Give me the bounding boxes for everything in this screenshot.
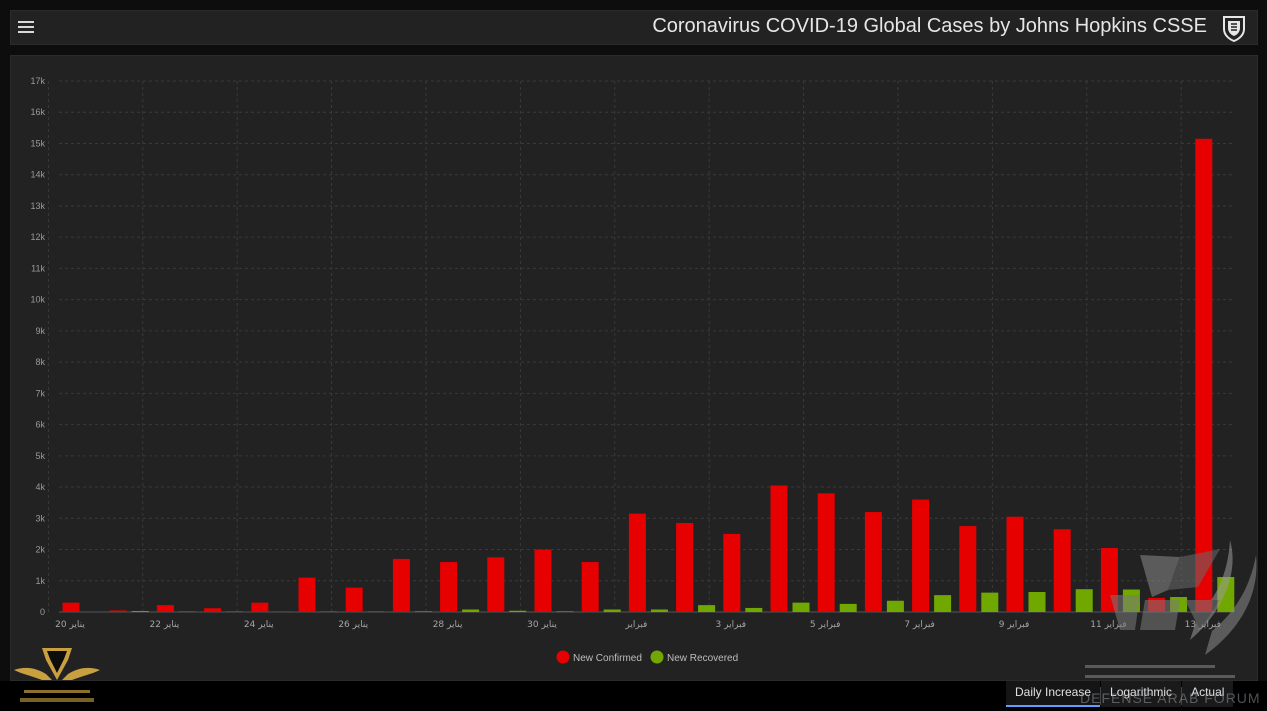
bar-recovered [462,609,480,612]
bar-confirmed [1053,529,1071,612]
bar-recovered [556,611,574,612]
bar-confirmed [1148,597,1166,612]
x-tick-label: 7 فبراير [904,620,935,630]
y-tick-label: 3k [35,513,45,523]
gridlines [47,80,1233,613]
bar-recovered [1170,597,1188,612]
y-tick-label: 4k [35,482,45,492]
y-tick-label: 12k [30,232,45,242]
y-tick-label: 13k [30,201,45,211]
chart-legend: New Confirmed New Recovered [556,650,738,664]
legend-swatch [556,650,570,664]
x-tick-label: 26 يناير [338,620,368,630]
bar-confirmed [723,533,741,612]
y-tick-label: 9k [35,326,45,336]
bar-confirmed [676,522,694,612]
bar-confirmed [628,513,646,612]
bar-confirmed [487,557,505,612]
bar-confirmed [392,558,410,612]
bar-confirmed [534,549,552,612]
tab-logarithmic[interactable]: Logarithmic [1101,681,1182,707]
y-tick-label: 10k [30,295,45,305]
bar-recovered [1075,589,1093,612]
y-tick-label: 2k [35,545,45,555]
x-tick-label: 11 فبراير [1090,620,1126,630]
x-tick-label: 20 يناير [55,620,85,630]
legend-swatch [650,650,664,664]
tab-divider [1181,687,1183,705]
y-tick-label: 6k [35,420,45,430]
x-tick-label: 9 فبراير [999,620,1030,630]
daily-increase-chart: 0 1k 2k 3k 4k 5k 6k 7k 8k 9k 10k 11k 12k 13k 14k 15k 16k… [30,76,1235,664]
bar-confirmed [770,485,788,612]
legend-label: New Confirmed [573,653,642,664]
bar-confirmed [440,562,458,612]
x-tick-label: 22 يناير [150,620,180,630]
bar-recovered [698,605,716,612]
legend-label: New Recovered [667,653,738,664]
tab-daily-increase[interactable]: Daily Increase [1006,681,1101,707]
x-tick-label: 28 يناير [433,620,463,630]
bar-recovered [1028,592,1046,612]
header-bar: Coronavirus COVID-19 Global Cases by Joh… [10,10,1258,45]
hamburger-menu-icon[interactable] [18,18,36,36]
bar-confirmed [817,493,835,612]
forum-emblem-watermark-icon [14,648,100,702]
x-tick-label: 30 يناير [527,620,557,630]
bar-recovered [650,609,668,612]
bar-recovered [1217,577,1235,612]
bar-confirmed [1195,138,1213,613]
y-tick-label: 7k [35,388,45,398]
bar-recovered [839,603,857,612]
bar-recovered [131,611,149,612]
y-tick-label: 14k [30,170,45,180]
bar-confirmed [62,602,80,612]
bar-recovered [792,602,810,612]
y-tick-label: 16k [30,107,45,117]
page-title: Coronavirus COVID-19 Global Cases by Joh… [652,15,1207,37]
bar-confirmed [156,605,174,612]
tab-divider [1100,687,1102,705]
bar-recovered [934,595,952,612]
y-tick-label: 5k [35,451,45,461]
x-tick-label: فبراير [624,620,647,630]
bar-confirmed [204,608,222,612]
y-tick-label: 17k [30,76,45,86]
x-tick-label: 24 يناير [244,620,274,630]
bar-recovered [745,607,763,612]
bar-recovered [1122,589,1140,612]
bar-confirmed [251,602,269,612]
bar-confirmed [1100,547,1118,612]
chart-panel: 0 1k 2k 3k 4k 5k 6k 7k 8k 9k 10k 11k 12k 13k 14k 15k 16k… [10,55,1258,681]
x-tick-label: 3 فبراير [716,620,747,630]
jhu-shield-logo-icon [1223,16,1245,42]
bar-confirmed [109,610,127,612]
bar-confirmed [959,526,977,612]
bar-confirmed [1006,516,1024,612]
bar-confirmed [345,587,363,612]
bar-confirmed [912,499,930,612]
y-tick-label: 8k [35,357,45,367]
bar-confirmed [298,577,316,612]
y-tick-label: 0 [40,607,45,617]
bar-recovered [414,611,432,612]
tab-actual[interactable]: Actual [1182,681,1234,707]
series-new-confirmed [62,138,1213,613]
y-tick-label: 1k [35,576,45,586]
chart-mode-tabs: Daily Increase Logarithmic Actual [1006,681,1234,711]
x-tick-label: 13 فبراير [1185,620,1221,630]
bar-recovered [981,592,999,612]
bar-confirmed [864,512,882,612]
y-tick-label: 15k [30,138,45,148]
y-tick-label: 11k [31,263,45,273]
bar-recovered [886,600,904,612]
bar-recovered [509,610,527,612]
bar-recovered [603,609,621,612]
x-tick-label: 5 فبراير [810,620,841,630]
bar-confirmed [581,562,599,612]
